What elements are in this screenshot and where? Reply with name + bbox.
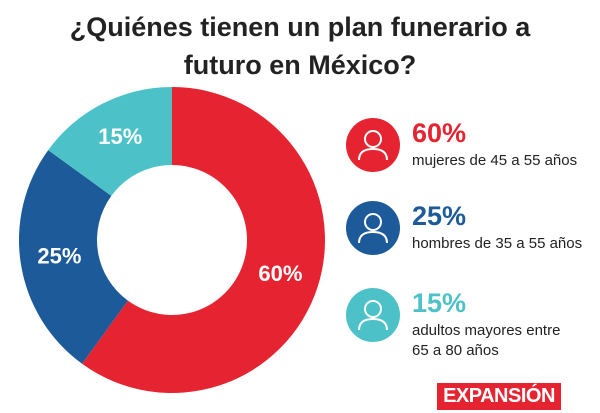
donut-slice [82, 87, 325, 393]
icon-head [364, 130, 382, 148]
legend-label: mujeres de 45 a 55 años [412, 152, 578, 169]
legend-icon [346, 201, 400, 255]
legend-label: hombres de 35 a 55 años [412, 235, 583, 252]
icon-body [358, 230, 388, 244]
icon-head [364, 213, 382, 231]
legend-value: 25% [412, 201, 467, 231]
legend-value: 15% [412, 288, 467, 318]
legend-icon [346, 118, 400, 172]
slice-label: 60% [258, 261, 302, 286]
icon-head [364, 300, 382, 318]
icon-body [358, 317, 388, 331]
donut-slice [18, 150, 128, 364]
icon-body [358, 147, 388, 161]
slice-label: 25% [37, 244, 81, 269]
brand-logo: EXPANSIÓN [437, 383, 561, 410]
donut-slice [48, 87, 173, 196]
legend-label: adultos mayores entre 65 a 80 años [412, 322, 561, 359]
legend-value: 60% [412, 118, 467, 148]
legend-icon [346, 288, 400, 342]
chart-title: ¿Quiénes tienen un plan funerario a futu… [69, 12, 531, 80]
slice-label: 15% [98, 124, 142, 149]
